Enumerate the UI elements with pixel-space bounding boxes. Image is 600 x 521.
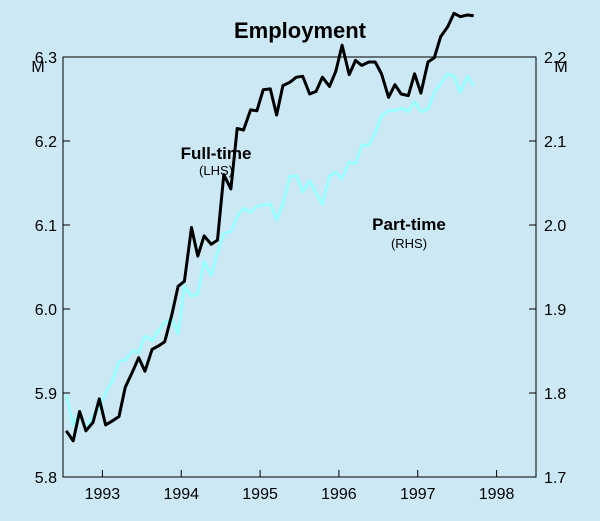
part-time-label: Part-time bbox=[372, 215, 446, 234]
x-tick-label: 1997 bbox=[400, 486, 436, 503]
left-y-axis: 5.8 5.9 6.0 6.1 6.2 6.3 bbox=[35, 50, 70, 487]
x-tick-label: 1998 bbox=[479, 486, 515, 503]
right-y-tick-label: 2.0 bbox=[544, 218, 566, 235]
left-axis-unit: M bbox=[31, 59, 44, 76]
left-y-tick-label: 5.8 bbox=[35, 470, 57, 487]
chart-title: Employment bbox=[234, 18, 367, 43]
right-y-tick-label: 1.9 bbox=[544, 302, 566, 319]
left-y-tick-label: 6.2 bbox=[35, 134, 57, 151]
left-y-tick-label: 6.0 bbox=[35, 302, 57, 319]
series-line-part-time bbox=[64, 72, 475, 430]
left-y-tick-label: 6.1 bbox=[35, 218, 57, 235]
full-time-axis-note: (LHS) bbox=[199, 163, 233, 178]
right-y-tick-label: 2.2 bbox=[544, 50, 566, 67]
x-tick-label: 1995 bbox=[242, 486, 278, 503]
x-axis: 1993 1994 1995 1996 1997 1998 bbox=[85, 470, 515, 503]
plot-frame bbox=[62, 56, 537, 478]
x-tick-label: 1993 bbox=[85, 486, 121, 503]
x-tick-label: 1996 bbox=[321, 486, 357, 503]
right-y-tick-label: 1.8 bbox=[544, 386, 566, 403]
full-time-label: Full-time bbox=[181, 144, 252, 163]
part-time-axis-note: (RHS) bbox=[391, 236, 427, 251]
right-y-axis: 1.7 1.8 1.9 2.0 2.1 2.2 bbox=[529, 50, 566, 487]
left-y-tick-label: 6.3 bbox=[35, 50, 57, 67]
left-y-tick-label: 5.9 bbox=[35, 386, 57, 403]
x-tick-label: 1994 bbox=[163, 486, 199, 503]
series-line-full-time bbox=[64, 11, 474, 443]
right-y-tick-label: 1.7 bbox=[544, 470, 566, 487]
right-axis-unit: M bbox=[554, 59, 567, 76]
right-y-tick-label: 2.1 bbox=[544, 134, 566, 151]
